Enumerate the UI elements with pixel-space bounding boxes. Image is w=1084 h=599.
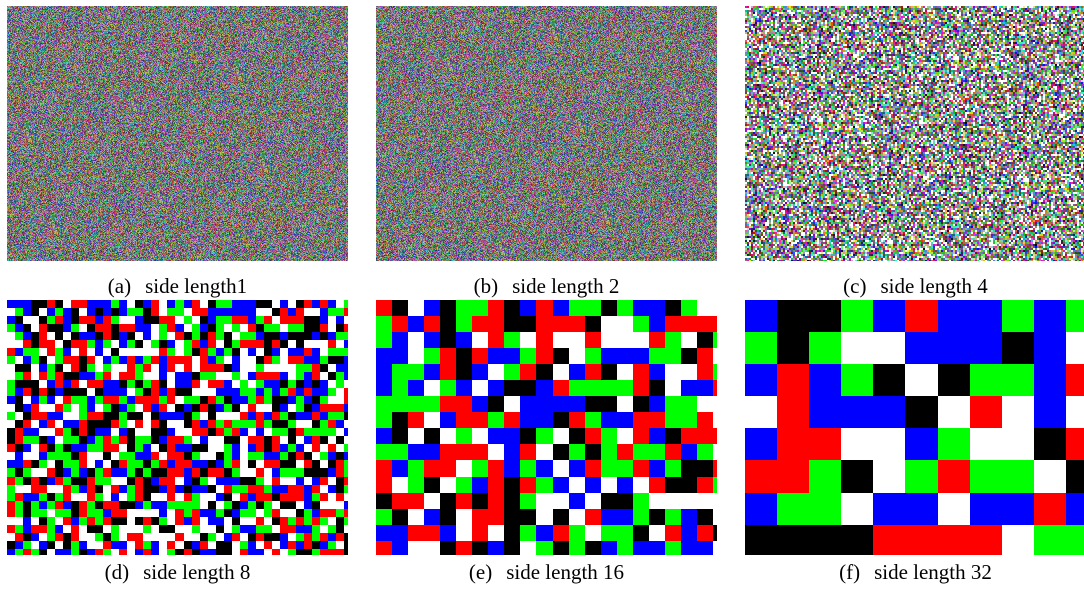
noise-image-side-length-8 [7,300,348,555]
caption-tag: (d) [104,560,130,584]
noise-image-side-length-2 [376,6,717,261]
panel-e: (e) side length 16 [376,300,717,584]
noise-image-side-length-1 [7,6,348,261]
caption-label: side length 32 [874,560,992,584]
caption-tag: (e) [468,560,493,584]
caption-tag: (c) [843,274,867,298]
caption-a: (a) side length1 [7,274,348,298]
caption-label: side length 8 [143,560,251,584]
caption-f: (f) side length 32 [745,560,1084,584]
panel-c: (c) side length 4 [745,6,1084,298]
panel-a: (a) side length1 [7,6,348,298]
caption-c: (c) side length 4 [745,274,1084,298]
panel-b: (b) side length 2 [376,6,717,298]
noise-image-side-length-4 [745,6,1084,261]
noise-image-side-length-16 [376,300,717,555]
panel-d: (d) side length 8 [7,300,348,584]
caption-label: side length 16 [506,560,625,584]
caption-e: (e) side length 16 [376,560,717,584]
panel-f: (f) side length 32 [745,300,1084,584]
caption-d: (d) side length 8 [7,560,348,584]
caption-b: (b) side length 2 [376,274,717,298]
caption-tag: (a) [107,274,132,298]
caption-label: side length 2 [512,274,620,298]
caption-label: side length1 [145,274,248,298]
caption-label: side length 4 [880,274,988,298]
caption-tag: (f) [839,560,861,584]
caption-tag: (b) [473,274,499,298]
noise-image-side-length-32 [745,300,1084,555]
